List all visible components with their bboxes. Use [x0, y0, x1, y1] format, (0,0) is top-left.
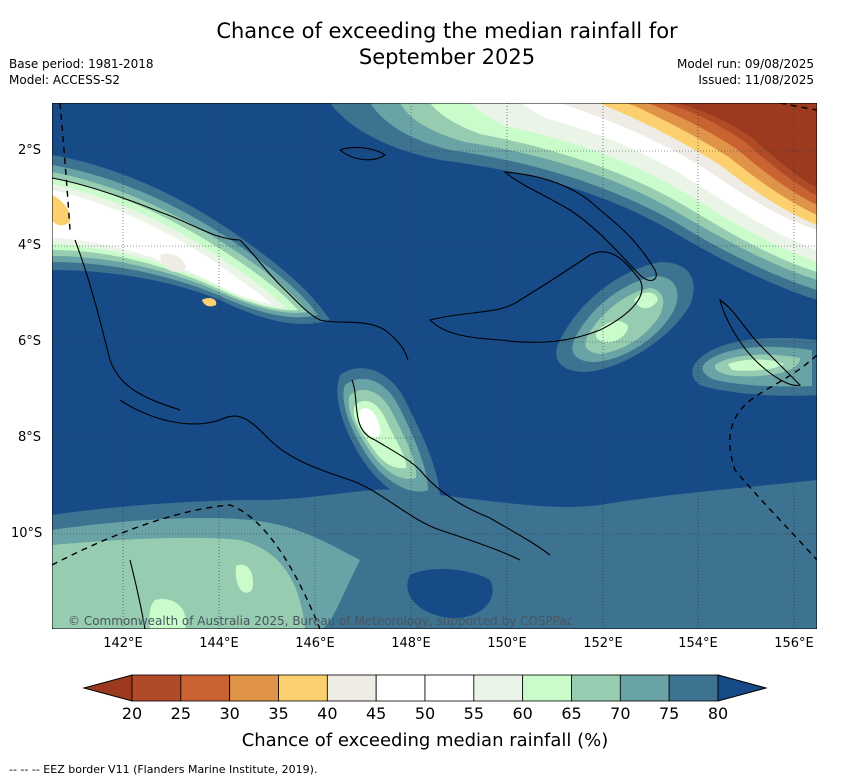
graticule — [52, 103, 817, 629]
copyright-credit: © Commonwealth of Australia 2025, Bureau… — [68, 614, 574, 628]
lon-tick-148e: 148°E — [391, 636, 431, 651]
field-40-45-northwest-a — [160, 253, 186, 272]
colorbar-cell — [473, 674, 524, 702]
eez-border-east — [729, 354, 817, 561]
coastline-cape-york — [129, 559, 146, 629]
model-name: Model: ACCESS-S2 — [9, 73, 121, 87]
issued-date: Issued: 11/08/2025 — [698, 73, 814, 87]
colorbar-under-arrow — [82, 674, 133, 702]
colorbar-tick-label: 40 — [317, 704, 338, 723]
colorbar-tick-label: 35 — [268, 704, 289, 723]
coastline-new-guinea-north — [52, 177, 409, 361]
colorbar-cell — [522, 674, 572, 702]
colorbar-tick-label: 20 — [121, 704, 143, 723]
coastline-new-britain — [428, 251, 643, 343]
field-below-20-northeast — [675, 103, 817, 188]
lon-tick-146e: 146°E — [295, 636, 335, 651]
map-title: Chance of exceeding the median rainfall … — [0, 18, 850, 70]
field-35-40-northwest-a — [52, 195, 71, 226]
colorbar-cell — [180, 674, 231, 702]
colorbar-tick-label: 45 — [365, 704, 387, 723]
coastlines — [52, 146, 802, 629]
colorbar-cell — [131, 674, 182, 702]
colorbar-title: Chance of exceeding median rainfall (%) — [241, 730, 609, 751]
meta-left: Base period: 1981-2018 Model: ACCESS-S2 — [9, 56, 154, 88]
title-line-2: September 2025 — [358, 45, 536, 69]
field-55-60-southwest-b — [149, 599, 186, 629]
field-45-50-central — [358, 408, 381, 438]
colorbar-tick-label: 50 — [414, 704, 436, 723]
lat-tick-10s: 10°S — [11, 526, 43, 541]
colorbar-tick-label: 60 — [512, 704, 533, 723]
colorbar-cell — [229, 674, 279, 702]
coastline-new-guinea-south — [119, 399, 521, 561]
colorbar — [82, 674, 768, 702]
colorbar-tick-label: 75 — [658, 704, 680, 723]
field-35-40-northwest-b — [202, 297, 217, 307]
field-45-50-northwest — [52, 190, 272, 304]
lon-tick-144e: 144°E — [199, 636, 239, 651]
lat-tick-8s: 8°S — [18, 430, 42, 445]
colorbar-cell — [278, 674, 328, 702]
colorbar-tick-label: 25 — [170, 704, 192, 723]
eez-borders — [52, 103, 817, 629]
field-55-60-east-c — [728, 359, 784, 371]
colorbar-tick-label: 65 — [561, 704, 582, 723]
eez-legend-note: -- -- -- EEZ border V11 (Flanders Marine… — [9, 763, 318, 776]
colorbar-tick-label: 30 — [219, 704, 240, 723]
coastline-new-ireland — [503, 171, 657, 281]
lat-tick-2s: 2°S — [18, 143, 42, 158]
colorbar-cell — [668, 674, 719, 702]
model-run-date: Model run: 09/08/2025 — [676, 57, 814, 71]
eez-border-northeast — [779, 103, 817, 111]
coastline-manus-island — [338, 146, 386, 161]
colorbar-tick-label: 70 — [610, 704, 631, 723]
colorbar-tick-label: 55 — [463, 704, 485, 723]
lon-tick-156e: 156°E — [774, 636, 814, 651]
colorbar-tick-label: 80 — [707, 704, 729, 723]
field-80-south-pocket — [407, 568, 493, 619]
lat-tick-6s: 6°S — [18, 334, 42, 349]
colorbar-over-arrow — [717, 674, 768, 702]
lon-tick-154e: 154°E — [678, 636, 718, 651]
meta-right: Model run: 09/08/2025 Issued: 11/08/2025 — [677, 56, 814, 88]
base-period: Base period: 1981-2018 — [9, 57, 154, 71]
colorbar-cell — [375, 674, 426, 702]
lon-tick-142e: 142°E — [103, 636, 143, 651]
coastline-papuan-peninsula — [351, 379, 551, 556]
field-55-60-east-a — [596, 321, 628, 343]
lon-tick-150e: 150°E — [487, 636, 527, 651]
colorbar-cell — [424, 674, 475, 702]
eez-border-south — [52, 504, 321, 629]
coastline-bougainville — [719, 298, 802, 386]
colorbar-cell — [571, 674, 621, 702]
colorbar-cell — [619, 674, 670, 702]
rainfall-probability-field — [52, 103, 817, 629]
coastline-gulf-of-papua — [74, 239, 181, 411]
lat-tick-4s: 4°S — [18, 238, 42, 253]
lon-tick-152e: 152°E — [583, 636, 623, 651]
field-55-60-southwest-a — [235, 564, 254, 593]
colorbar-cells — [131, 674, 719, 702]
field-60-65-southwest — [52, 537, 305, 629]
title-line-1: Chance of exceeding the median rainfall … — [216, 19, 678, 43]
colorbar-cell — [326, 674, 377, 702]
